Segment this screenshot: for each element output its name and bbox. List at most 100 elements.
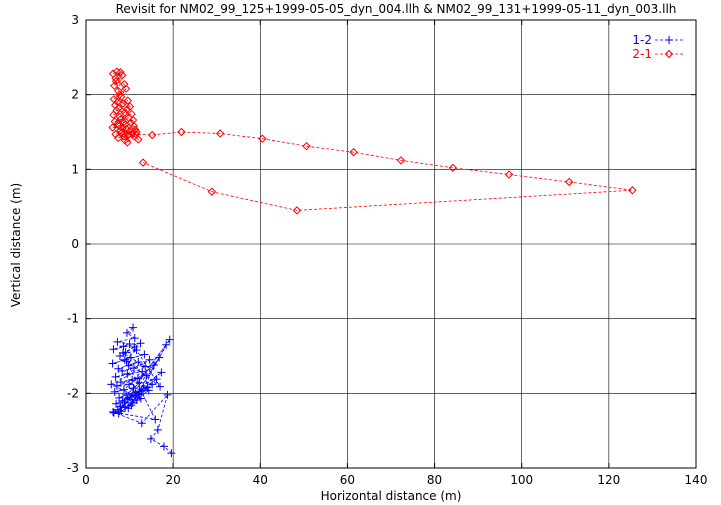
data-point [111, 77, 121, 86]
y-tick-label: -1 [67, 312, 79, 326]
data-point [125, 340, 134, 349]
data-point [112, 399, 121, 408]
data-point [109, 408, 118, 416]
data-point [157, 368, 166, 377]
data-point [122, 328, 131, 337]
chart-title: Revisit for NM02_99_125+1999-05-05_dyn_0… [116, 2, 677, 16]
data-point [145, 355, 154, 364]
data-point [113, 337, 122, 346]
legend-label: 2-1 [632, 47, 652, 61]
data-point [302, 141, 311, 151]
data-point [119, 132, 129, 141]
data-point [134, 135, 143, 144]
data-point [114, 86, 123, 96]
series-layer [107, 67, 637, 458]
data-point [207, 187, 217, 196]
data-point [141, 362, 150, 371]
data-point [167, 449, 176, 458]
data-point [258, 134, 267, 143]
data-point [110, 387, 119, 396]
data-point [155, 353, 164, 362]
data-point [396, 156, 406, 165]
data-point [131, 130, 141, 139]
data-point [564, 177, 574, 187]
data-point [109, 110, 118, 120]
data-point [177, 127, 186, 137]
legend: 1-22-1 [632, 33, 684, 61]
data-point [131, 391, 140, 400]
data-point [123, 369, 132, 378]
series-2 [108, 67, 637, 215]
data-point [124, 130, 133, 140]
data-point [136, 339, 145, 348]
data-point [134, 357, 143, 366]
data-point [126, 353, 135, 362]
x-tick-label: 80 [427, 473, 442, 487]
x-tick-label: 40 [253, 473, 268, 487]
data-point [159, 442, 168, 451]
data-point [129, 363, 138, 372]
x-tick-label: 120 [597, 473, 620, 487]
y-tick-label: 3 [71, 13, 79, 27]
data-point [156, 382, 165, 391]
data-point [108, 123, 117, 132]
data-point [121, 84, 131, 93]
y-tick-label: -2 [67, 386, 79, 400]
data-point [128, 399, 137, 408]
x-tick-label: 20 [166, 473, 181, 487]
data-point [148, 130, 157, 140]
data-point [149, 360, 158, 369]
x-tick-label: 140 [685, 473, 708, 487]
data-point [109, 408, 118, 417]
data-point [123, 138, 132, 147]
data-point [111, 372, 120, 381]
data-point [129, 384, 138, 393]
data-point [120, 398, 129, 407]
data-point [162, 340, 171, 349]
data-point [504, 170, 514, 179]
data-point [137, 419, 146, 428]
data-point [111, 74, 120, 83]
data-point [142, 371, 151, 380]
data-point [138, 158, 148, 167]
axes: 0 20 40 60 80 100 120 140 -3 -2 -1 0 1 2 3 [67, 13, 707, 487]
y-tick-label: -3 [67, 461, 79, 475]
data-point [119, 342, 128, 351]
data-point [114, 409, 123, 418]
data-point [109, 345, 118, 354]
data-point [129, 121, 139, 131]
legend-marker [665, 36, 673, 44]
data-point [120, 80, 129, 89]
data-point [119, 349, 128, 358]
data-point [120, 108, 129, 117]
data-point [165, 335, 174, 344]
data-point [151, 415, 160, 424]
legend-marker [664, 49, 674, 59]
data-point [144, 386, 153, 395]
data-point [124, 361, 133, 370]
data-point [135, 390, 144, 399]
data-point [163, 390, 172, 399]
data-point [122, 357, 131, 366]
data-point [114, 364, 123, 373]
data-point [138, 367, 147, 376]
x-tick-label: 0 [82, 473, 90, 487]
data-point [628, 186, 637, 195]
data-point [146, 434, 155, 443]
data-point [117, 71, 127, 80]
data-point [123, 96, 133, 105]
data-point [215, 129, 225, 138]
series-line [110, 327, 172, 454]
data-point [125, 380, 134, 389]
data-point [122, 105, 132, 114]
data-point [119, 385, 128, 394]
y-tick-label: 1 [71, 162, 79, 176]
data-point [130, 343, 139, 352]
grid [86, 20, 696, 468]
y-axis-label: Vertical distance (m) [9, 183, 23, 307]
data-point [153, 425, 162, 434]
data-point [114, 133, 123, 143]
data-point [118, 366, 127, 375]
data-point [349, 147, 358, 157]
